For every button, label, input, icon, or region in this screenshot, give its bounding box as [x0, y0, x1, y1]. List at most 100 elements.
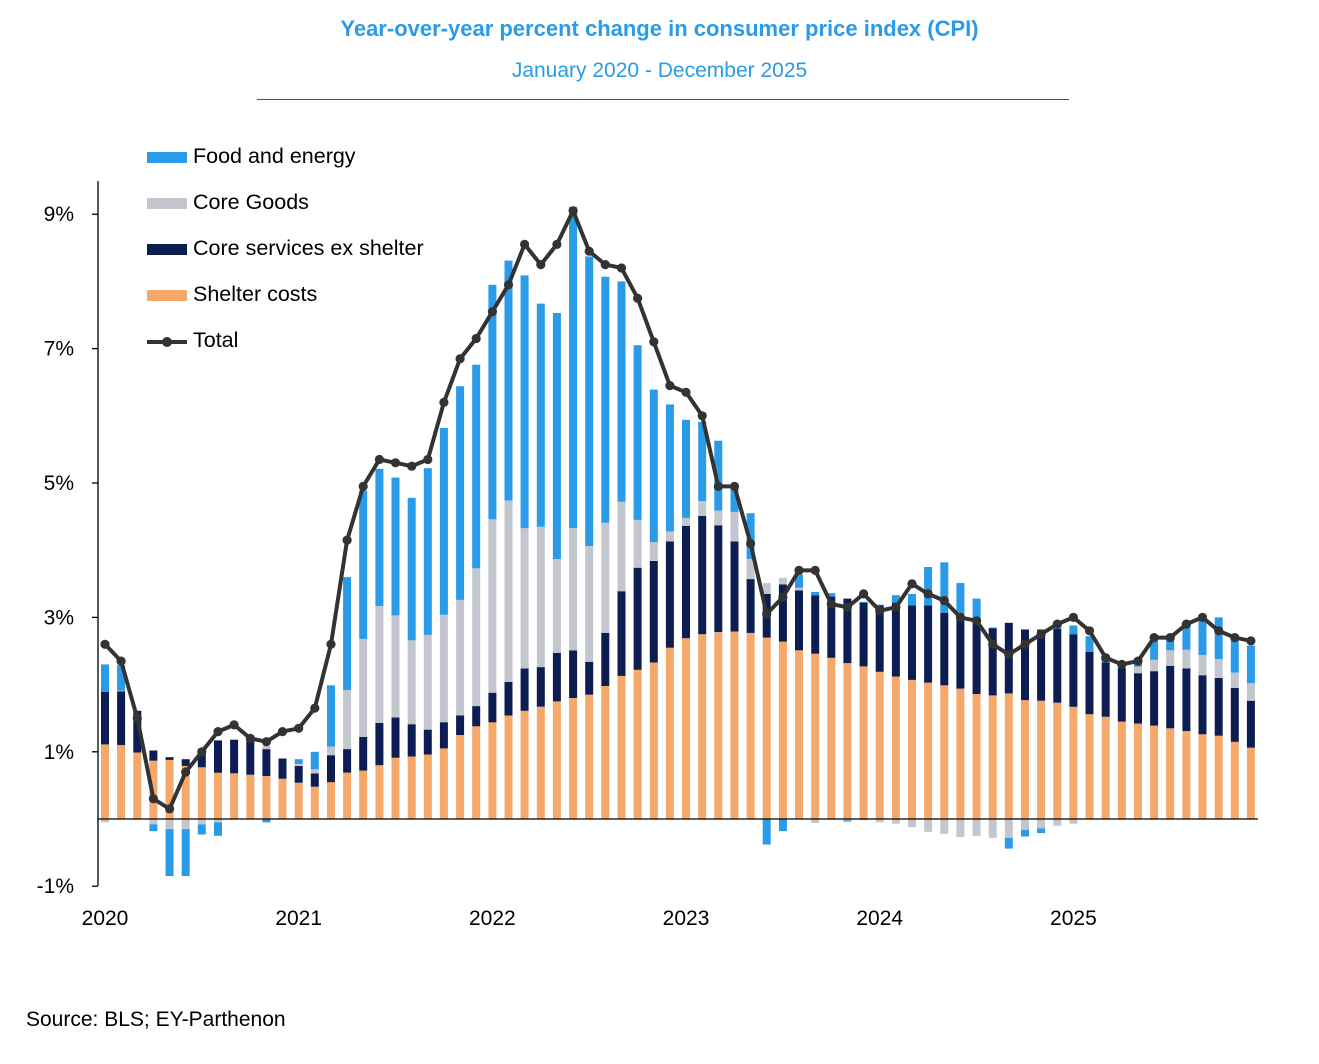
total-point — [439, 397, 449, 407]
bar-shelter — [875, 671, 884, 819]
total-point — [1117, 659, 1127, 670]
bar-shelter — [1117, 721, 1126, 819]
bar-core-goods — [536, 526, 545, 668]
total-point — [520, 239, 530, 249]
total-point — [342, 535, 352, 545]
bar-core-services-ex-shelter — [891, 602, 900, 677]
total-point — [1084, 626, 1095, 636]
bar-core-services-ex-shelter — [294, 765, 303, 783]
bar-food-energy — [1214, 617, 1223, 660]
bar-shelter — [214, 772, 222, 819]
bar-core-goods — [197, 819, 206, 825]
bar-food-energy — [924, 567, 933, 606]
total-point — [1246, 636, 1256, 646]
bar-shelter — [310, 786, 319, 819]
total-point — [633, 293, 643, 303]
bar-core-services-ex-shelter — [1230, 688, 1239, 742]
bar-shelter — [343, 772, 352, 819]
y-tick-label: 3% — [44, 606, 74, 629]
bar-shelter — [795, 650, 803, 819]
bar-core-services-ex-shelter — [1198, 675, 1207, 735]
bar-core-services-ex-shelter — [456, 715, 465, 735]
x-tick-label: 2021 — [275, 907, 322, 930]
bar-core-services-ex-shelter — [682, 526, 690, 639]
bar-shelter — [1069, 706, 1078, 819]
total-point — [584, 246, 594, 256]
total-point — [165, 804, 175, 814]
bar-food-energy — [504, 260, 513, 501]
bar-shelter — [811, 653, 820, 819]
total-point — [762, 609, 772, 619]
bar-core-goods — [1037, 819, 1046, 829]
bar-core-goods — [940, 819, 949, 834]
bar-shelter — [1134, 723, 1142, 819]
chart-title: Year-over-year percent change in consume… — [340, 16, 979, 41]
total-point — [939, 596, 949, 606]
source-note: Source: BLS; EY-Parthenon — [26, 1008, 286, 1031]
bar-core-services-ex-shelter — [649, 561, 658, 663]
total-point — [374, 454, 384, 465]
total-point — [552, 239, 562, 249]
bar-shelter — [778, 641, 787, 819]
bar-core-services-ex-shelter — [827, 596, 836, 658]
bar-core-services-ex-shelter — [278, 758, 287, 779]
total-point — [1052, 619, 1062, 629]
bar-shelter — [908, 679, 916, 819]
bar-food-energy — [294, 759, 303, 764]
bar-core-services-ex-shelter — [746, 579, 755, 633]
legend-marker-total — [162, 337, 172, 347]
bar-core-services-ex-shelter — [1150, 671, 1159, 726]
bar-core-services-ex-shelter — [1069, 634, 1078, 707]
bar-core-services-ex-shelter — [197, 752, 206, 768]
bar-shelter — [682, 638, 690, 819]
bar-core-goods — [924, 819, 933, 832]
bar-food-energy — [1085, 636, 1094, 652]
bar-core-services-ex-shelter — [262, 749, 271, 776]
total-point — [891, 602, 901, 612]
bar-core-goods — [585, 546, 594, 662]
bar-shelter — [827, 657, 836, 819]
bar-food-energy — [488, 284, 497, 520]
bar-food-energy — [1037, 828, 1046, 834]
bar-shelter — [1021, 700, 1029, 819]
total-point — [1020, 639, 1030, 649]
bar-food-energy — [1246, 645, 1255, 684]
bar-shelter — [230, 773, 239, 819]
bar-core-goods — [1053, 819, 1062, 826]
bar-core-goods — [1230, 672, 1239, 688]
total-point — [1036, 629, 1046, 639]
bar-core-services-ex-shelter — [1037, 629, 1046, 701]
bar-core-goods — [601, 522, 610, 633]
legend-label-core-services: Core services ex shelter — [193, 236, 424, 260]
bar-core-services-ex-shelter — [117, 691, 126, 746]
bar-food-energy — [891, 595, 900, 603]
bar-food-energy — [746, 513, 755, 559]
total-point — [1149, 633, 1159, 643]
bar-core-goods — [908, 819, 916, 828]
bar-food-energy — [730, 487, 739, 512]
bar-food-energy — [569, 206, 578, 529]
total-point — [1101, 653, 1111, 663]
bar-food-energy — [1198, 615, 1207, 655]
bar-core-services-ex-shelter — [327, 755, 335, 783]
bar-shelter — [746, 632, 755, 819]
title-divider — [257, 99, 1069, 100]
bar-shelter — [956, 688, 965, 819]
total-point — [600, 260, 610, 270]
bar-core-services-ex-shelter — [924, 605, 933, 683]
bar-core-goods — [552, 558, 561, 653]
total-point — [213, 727, 223, 737]
total-point — [197, 747, 207, 757]
bar-shelter — [375, 765, 384, 819]
bar-food-energy — [1230, 634, 1239, 673]
bar-core-services-ex-shelter — [1182, 668, 1191, 731]
total-line-layer — [100, 206, 1256, 814]
bar-shelter — [552, 701, 561, 819]
bar-food-energy — [1021, 829, 1029, 837]
bar-core-goods — [649, 542, 658, 561]
bar-core-goods — [811, 819, 820, 823]
bar-food-energy — [165, 829, 174, 877]
bar-core-services-ex-shelter — [730, 541, 739, 632]
total-point — [713, 481, 723, 491]
bar-core-goods — [633, 520, 642, 568]
